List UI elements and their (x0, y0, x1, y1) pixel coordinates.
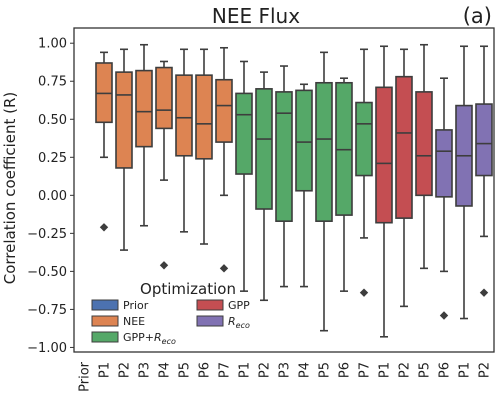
x-tick-label: P4 (158, 362, 173, 378)
box-19 (455, 45, 473, 320)
legend-title: Optimization (140, 280, 236, 298)
x-tick-label: P3 (138, 362, 153, 378)
iqr-box (275, 91, 293, 222)
iqr-box (175, 74, 193, 157)
box-6 (195, 48, 213, 245)
y-axis-label: Correlation coefficient (R) (1, 92, 19, 285)
iqr-box (155, 66, 173, 130)
outlier-point (219, 264, 229, 273)
legend-swatch (91, 315, 119, 327)
legend-item-gpp: GPP (196, 299, 250, 312)
outlier-point (439, 311, 449, 320)
legend-swatch (91, 331, 119, 343)
box-20 (475, 45, 493, 297)
iqr-box (415, 91, 433, 197)
x-tick-label: P4 (298, 362, 313, 378)
x-tick-label: P3 (278, 362, 293, 378)
plot-frame (73, 27, 495, 353)
x-tick-label: P7 (358, 362, 373, 378)
box-15 (375, 45, 393, 338)
box-17 (415, 43, 433, 270)
legend-entries: Prior NEE GPP+Reco GPP Reco (91, 299, 250, 346)
legend-label: NEE (123, 315, 145, 328)
iqr-box (135, 69, 153, 148)
x-tick-label: Prior (78, 361, 93, 392)
x-tick-label: P6 (438, 362, 453, 378)
box-11 (295, 83, 313, 288)
y-tick-label: 0.50 (38, 113, 67, 128)
iqr-box (435, 129, 453, 198)
x-tick-label: P1 (98, 362, 113, 378)
chart-title: NEE Flux (212, 4, 300, 28)
legend-item-prior: Prior (91, 299, 149, 312)
iqr-box (295, 89, 313, 192)
box-8 (235, 60, 253, 292)
y-tick-label: 1.00 (38, 37, 67, 52)
x-tick-label: P1 (458, 362, 473, 378)
panel-label: (a) (463, 4, 492, 28)
box-18 (435, 77, 453, 320)
iqr-box (235, 92, 253, 175)
y-tick-label: 0.25 (38, 151, 67, 166)
y-tick-label: −1.00 (27, 341, 67, 356)
y-tick-label: −0.50 (27, 265, 67, 280)
iqr-box (375, 86, 393, 224)
legend-item-gpp-reco: GPP+Reco (91, 331, 176, 346)
box-1 (95, 51, 113, 232)
x-tick-label: P5 (318, 362, 333, 378)
x-tick-label: P5 (178, 362, 193, 378)
x-tick-label: P2 (478, 362, 493, 378)
y-tick-label: −0.25 (27, 227, 67, 242)
box-9 (255, 71, 273, 302)
outlier-point (479, 288, 489, 297)
box-14 (355, 48, 373, 297)
box-16 (395, 48, 413, 308)
box-3 (135, 43, 153, 227)
legend-label: Reco (228, 315, 250, 330)
x-tick-label: P2 (118, 362, 133, 378)
box-plots (95, 43, 493, 338)
box-4 (155, 60, 173, 270)
x-tick-label: P6 (198, 362, 213, 378)
outlier-point (359, 288, 369, 297)
legend-label: GPP (228, 299, 250, 312)
box-12 (315, 51, 333, 332)
x-tick-label: P1 (378, 362, 393, 378)
legend-swatch (196, 315, 224, 327)
x-tick-label: P5 (418, 362, 433, 378)
legend: Optimization Prior NEE GPP+Reco GPP Reco (91, 280, 250, 346)
iqr-box (395, 75, 413, 219)
x-tick-label: P7 (218, 362, 233, 378)
box-13 (335, 77, 353, 292)
box-2 (115, 48, 133, 251)
iqr-box (315, 81, 333, 222)
legend-item-reco: Reco (196, 315, 250, 330)
outlier-point (159, 261, 169, 270)
y-tick-labels: −1.00 −0.75 −0.50 −0.25 0.00 0.25 0.50 0.75 1.00 (27, 37, 74, 356)
x-tick-label: P2 (258, 362, 273, 378)
iqr-box (255, 88, 273, 210)
iqr-box (355, 101, 373, 177)
iqr-box (115, 71, 133, 169)
x-tick-labels: Prior P1 P2 P3 P4 P5 P6 P7 P1 P2 P3 P4 P5 P6 P7 P1 P2 P5 P… (78, 361, 493, 392)
legend-swatch (91, 299, 119, 311)
box-5 (175, 48, 193, 233)
legend-item-nee: NEE (91, 315, 145, 328)
legend-label: GPP+Reco (123, 331, 176, 346)
x-tick-label: P6 (338, 362, 353, 378)
y-tick-label: −0.75 (27, 303, 67, 318)
legend-swatch (196, 299, 224, 311)
outlier-point (99, 223, 109, 232)
box-7 (215, 46, 233, 273)
y-tick-label: 0.00 (38, 189, 67, 204)
x-tick-label: P1 (238, 362, 253, 378)
iqr-box (215, 78, 233, 143)
x-tick-label: P2 (398, 362, 413, 378)
iqr-box (475, 103, 493, 177)
legend-label: Prior (123, 299, 149, 312)
iqr-box (195, 74, 213, 160)
y-tick-label: 0.75 (38, 75, 67, 90)
box-10 (275, 65, 293, 288)
